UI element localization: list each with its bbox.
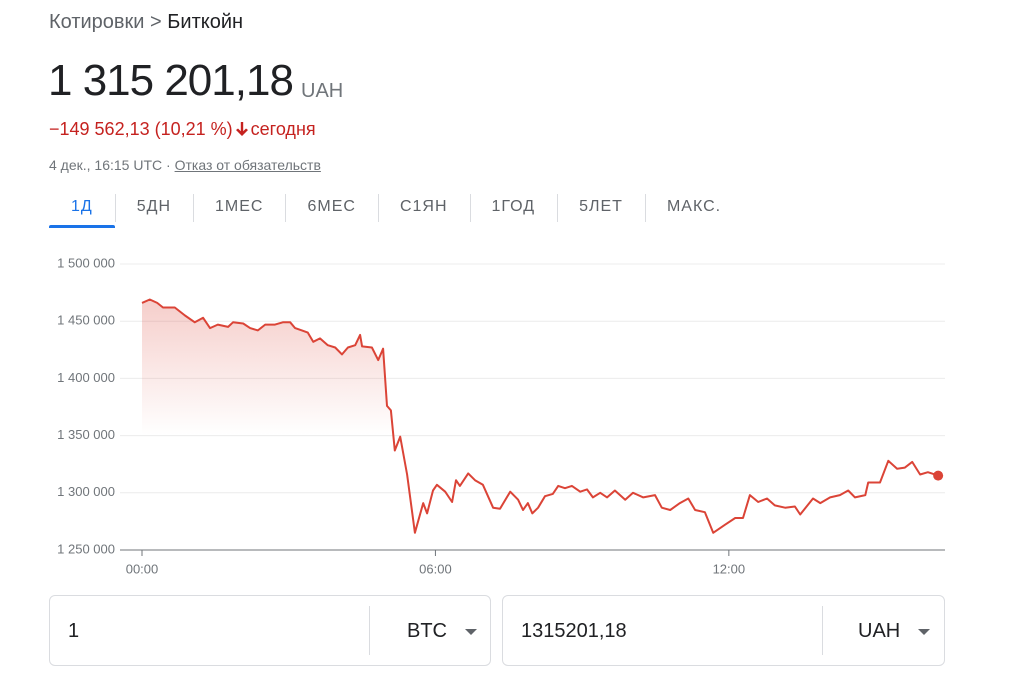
converter-to: 1315201,18 UAH (502, 595, 945, 666)
change: −149 562,13 (10,21 %) сегодня (49, 119, 316, 140)
breadcrumb: Котировки > Биткойн (49, 11, 243, 34)
breadcrumb-separator: > (150, 11, 162, 33)
dropdown-caret (465, 629, 477, 635)
x-tick-label: 12:00 (713, 561, 746, 576)
y-tick-label: 1 400 000 (57, 370, 115, 385)
amount-input[interactable]: 1 (68, 620, 80, 642)
y-tick-label: 1 300 000 (57, 484, 115, 499)
down-arrow (235, 122, 248, 136)
change-period: сегодня (250, 119, 316, 139)
dropdown-caret (918, 629, 930, 635)
y-tick-label: 1 450 000 (57, 313, 115, 328)
price: 1 315 201,18 (48, 56, 294, 105)
x-tick-label: 00:00 (126, 561, 159, 576)
range-tab[interactable]: С1ЯН (377, 190, 470, 228)
breadcrumb-current: Биткойн (167, 11, 244, 33)
area-fill (142, 299, 939, 550)
range-tab[interactable]: 5ЛЕТ (557, 190, 645, 228)
converter-from: 1 BTC (49, 595, 491, 666)
timestamp-row: 4 дек., 16:15 UTC · Отказ от обязательст… (49, 157, 321, 173)
y-tick-label: 1 350 000 (57, 427, 115, 442)
unit-select[interactable]: UAH (858, 620, 901, 642)
range-tab[interactable]: 5ДН (114, 190, 193, 228)
range-tabs: 1Д 5ДН 1МЕС 6МЕС С1ЯН 1ГОД 5ЛЕТ МАКС. (49, 190, 743, 228)
unit-select[interactable]: BTC (407, 620, 447, 642)
price-line (141, 298, 939, 534)
range-tab[interactable]: 6МЕС (285, 190, 377, 228)
range-tab[interactable]: 1Д (49, 190, 115, 228)
range-tab[interactable]: 1ГОД (469, 190, 558, 228)
disclaimer-link[interactable]: Отказ от обязательств (174, 157, 321, 173)
y-tick-label: 1 500 000 (57, 255, 115, 270)
y-tick-label: 1 250 000 (57, 541, 115, 556)
breadcrumb-link[interactable]: Котировки (49, 11, 145, 33)
range-tab[interactable]: МАКС. (644, 190, 743, 228)
timestamp: 4 дек., 16:15 UTC (49, 157, 163, 173)
chart: 1 250 000 1 300 000 1 350 000 1 400 000 1 45… (57, 255, 945, 576)
divider (822, 606, 823, 655)
x-tick-label: 06:00 (419, 561, 452, 576)
divider (369, 606, 370, 655)
amount-input[interactable]: 1315201,18 (521, 620, 627, 642)
change-value: −149 562,13 (10,21 %) (49, 119, 233, 139)
range-tab[interactable]: 1МЕС (193, 190, 285, 228)
current-point (933, 470, 944, 481)
currency: UAH (301, 80, 344, 102)
